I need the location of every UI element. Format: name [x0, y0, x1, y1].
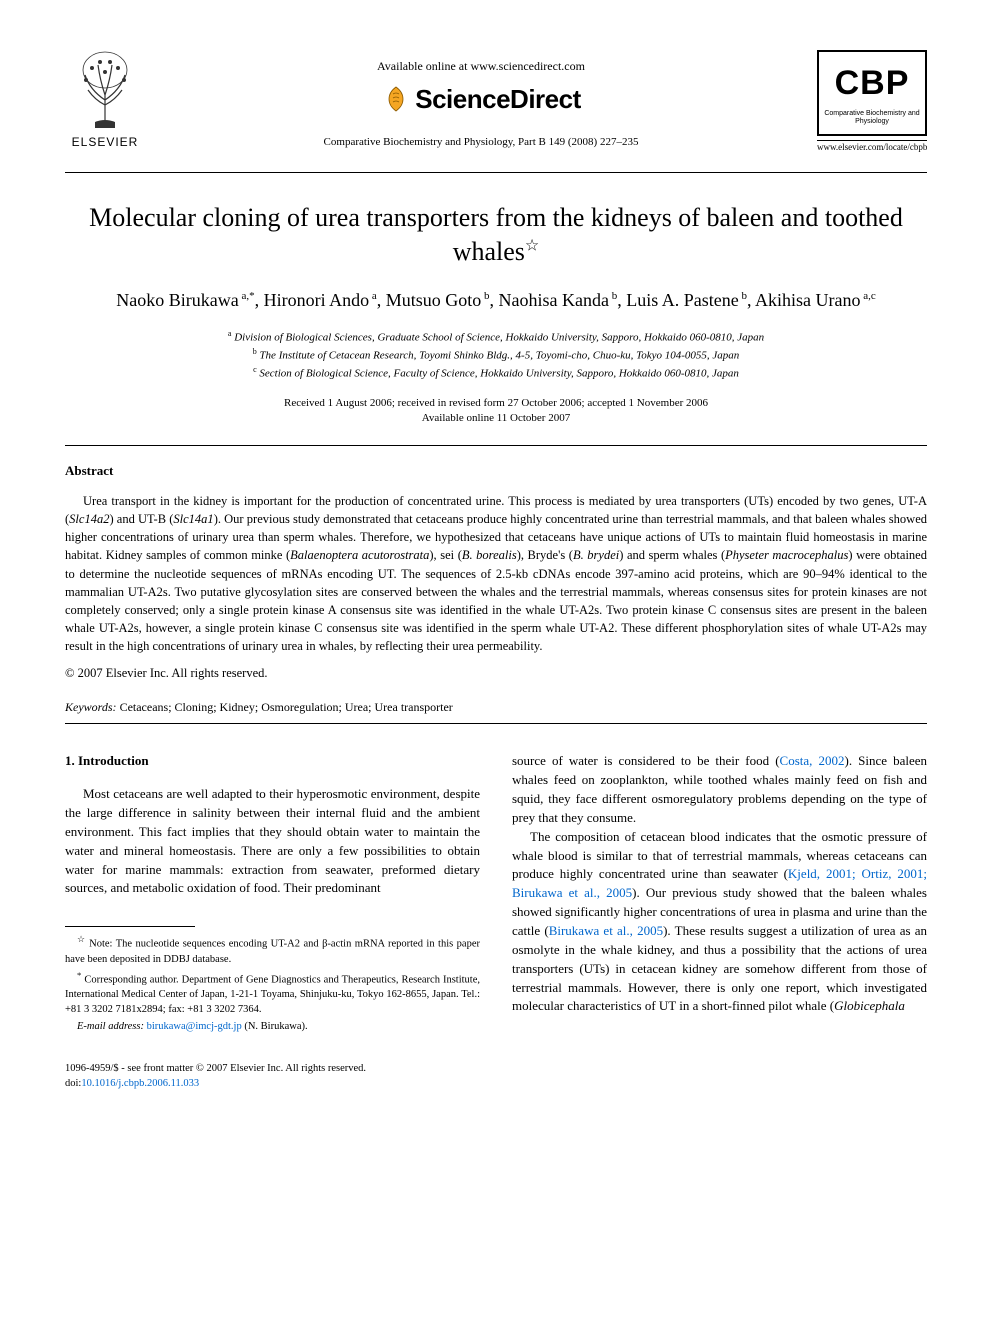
elsevier-label: ELSEVIER [72, 134, 139, 151]
email-footnote: E-mail address: birukawa@imcj-gdt.jp (N.… [65, 1020, 480, 1035]
email-link[interactable]: birukawa@imcj-gdt.jp [147, 1021, 242, 1032]
center-header: Available online at www.sciencedirect.co… [145, 50, 817, 151]
sciencedirect-logo: ScienceDirect [145, 81, 817, 117]
star-footnote: ☆ Note: The nucleotide sequences encodin… [65, 933, 480, 967]
elsevier-logo: ELSEVIER [65, 50, 145, 151]
divider [65, 723, 927, 724]
divider [65, 172, 927, 173]
sciencedirect-icon [381, 84, 411, 114]
intro-paragraph-2: The composition of cetacean blood indica… [512, 828, 927, 1016]
affiliation-a: a Division of Biological Sciences, Gradu… [65, 328, 927, 346]
footnotes: ☆ Note: The nucleotide sequences encodin… [65, 933, 480, 1034]
corresponding-footnote: * Corresponding author. Department of Ge… [65, 969, 480, 1018]
email-author: (N. Birukawa). [244, 1021, 307, 1032]
copyright-line: © 2007 Elsevier Inc. All rights reserved… [65, 665, 927, 683]
sciencedirect-text: ScienceDirect [415, 81, 580, 117]
keywords-label: Keywords: [65, 700, 117, 714]
article-title: Molecular cloning of urea transporters f… [65, 201, 927, 269]
abstract-body: Urea transport in the kidney is importan… [65, 492, 927, 655]
footnote-divider [65, 926, 195, 927]
title-text: Molecular cloning of urea transporters f… [89, 203, 903, 266]
divider [65, 445, 927, 446]
cbp-abbrev: CBP [823, 60, 921, 108]
keywords: Keywords: Cetaceans; Cloning; Kidney; Os… [65, 699, 927, 716]
affiliations: a Division of Biological Sciences, Gradu… [65, 328, 927, 382]
left-column: 1. Introduction Most cetaceans are well … [65, 752, 480, 1091]
cbp-logo: CBP Comparative Biochemistry and Physiol… [817, 50, 927, 154]
affiliation-c: c Section of Biological Science, Faculty… [65, 364, 927, 382]
intro-paragraph-1: Most cetaceans are well adapted to their… [65, 785, 480, 898]
right-column: source of water is considered to be thei… [512, 752, 927, 1091]
journal-header: ELSEVIER Available online at www.science… [65, 50, 927, 154]
journal-url: www.elsevier.com/locate/cbpb [817, 141, 927, 154]
doi-line: doi:10.1016/j.cbpb.2006.11.033 [65, 1077, 480, 1092]
title-footnote-marker: ☆ [525, 237, 539, 254]
authors-list: Naoko Birukawa a,*, Hironori Ando a, Mut… [65, 287, 927, 314]
doi-link[interactable]: 10.1016/j.cbpb.2006.11.033 [81, 1078, 199, 1089]
affiliation-b: b The Institute of Cetacean Research, To… [65, 346, 927, 364]
journal-volume-text: Comparative Biochemistry and Physiology,… [145, 135, 817, 150]
intro-paragraph-1-cont: source of water is considered to be thei… [512, 752, 927, 827]
cbp-fullname: Comparative Biochemistry and Physiology [823, 110, 921, 127]
doi-label: doi: [65, 1078, 81, 1089]
issn-line: 1096-4959/$ - see front matter © 2007 El… [65, 1062, 480, 1077]
keywords-list: Cetaceans; Cloning; Kidney; Osmoregulati… [120, 700, 453, 714]
elsevier-tree-icon [70, 50, 140, 130]
abstract-heading: Abstract [65, 462, 927, 480]
email-label: E-mail address: [77, 1021, 144, 1032]
article-dates: Received 1 August 2006; received in revi… [65, 396, 927, 427]
body-columns: 1. Introduction Most cetaceans are well … [65, 752, 927, 1091]
footer-meta: 1096-4959/$ - see front matter © 2007 El… [65, 1062, 480, 1091]
section-1-heading: 1. Introduction [65, 752, 480, 771]
available-online-text: Available online at www.sciencedirect.co… [145, 58, 817, 75]
received-date: Received 1 August 2006; received in revi… [65, 396, 927, 411]
available-date: Available online 11 October 2007 [65, 411, 927, 426]
